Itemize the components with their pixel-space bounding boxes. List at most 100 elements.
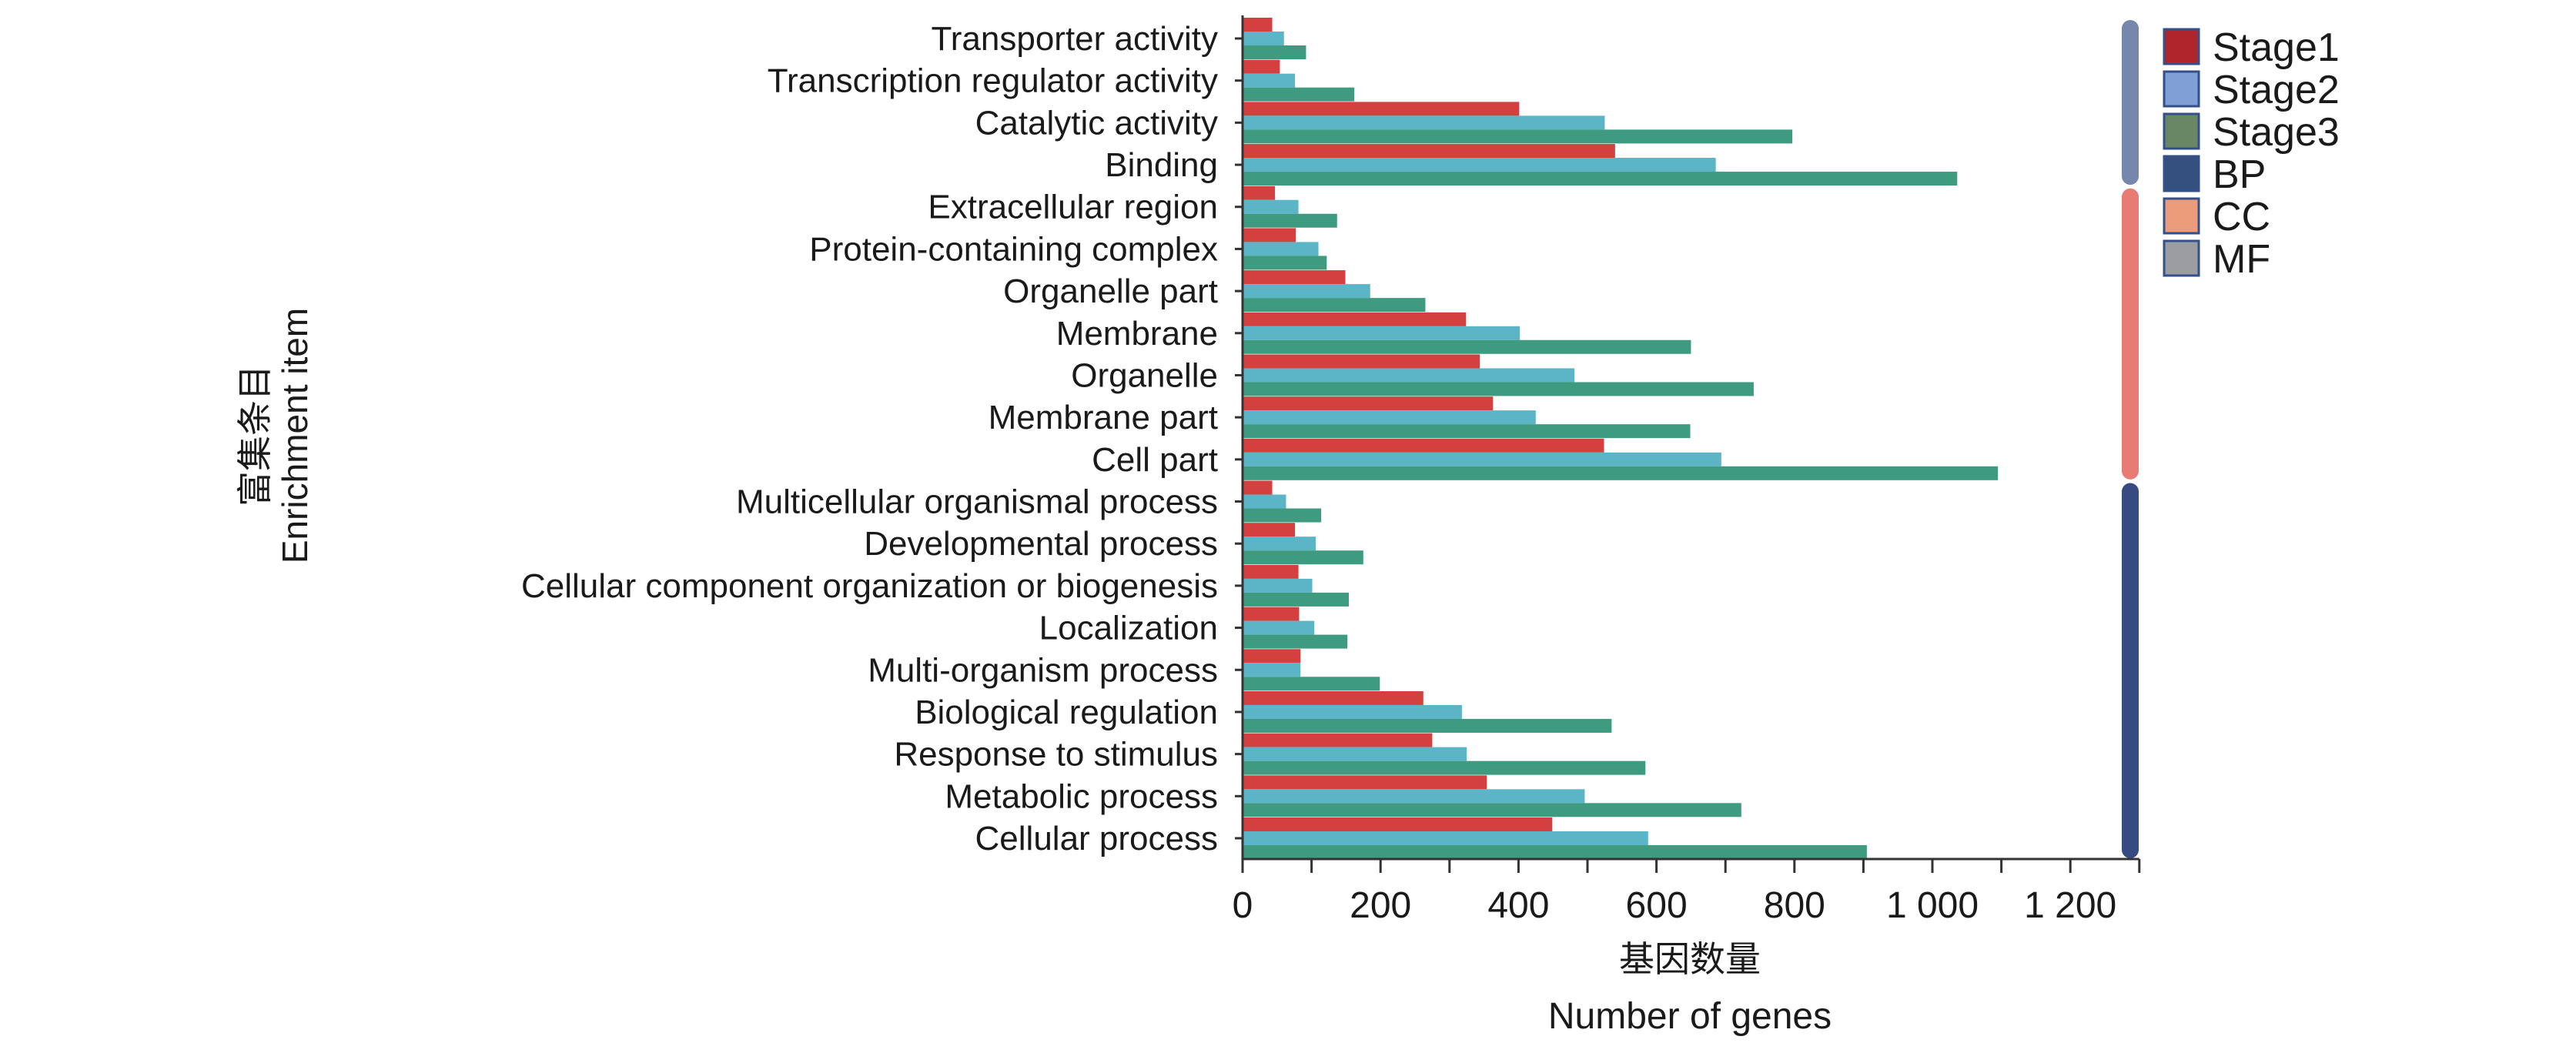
category-label: Cellular process (975, 820, 1218, 857)
bar-stage2-12 (1243, 537, 1316, 551)
bar-stage2-15 (1243, 663, 1301, 677)
category-label: Cellular component organization or bioge… (521, 567, 1218, 605)
category-label: Developmental process (864, 525, 1218, 563)
bar-stage3-17 (1243, 760, 1646, 775)
bar-stage1-10 (1243, 438, 1604, 453)
category-label: Transcription regulator activity (768, 62, 1218, 100)
category-label: Metabolic process (945, 777, 1218, 815)
bar-stage3-5 (1243, 256, 1327, 270)
bar-stage1-0 (1243, 18, 1273, 32)
bar-stage2-8 (1243, 368, 1574, 383)
y-axis-title-en: Enrichment item (275, 308, 315, 563)
bar-stage3-19 (1243, 845, 1867, 859)
bar-stage1-11 (1243, 480, 1273, 495)
bars-layer (1243, 18, 1999, 859)
bar-stage3-16 (1243, 718, 1612, 733)
bar-stage1-17 (1243, 733, 1433, 747)
bar-stage2-10 (1243, 452, 1721, 466)
bar-stage2-16 (1243, 704, 1462, 719)
bar-stage2-2 (1243, 115, 1605, 130)
legend-swatch-bp (2163, 155, 2200, 192)
bar-stage2-3 (1243, 158, 1716, 172)
legend-label: Stage2 (2213, 68, 2340, 112)
group-bar-mf (2122, 20, 2139, 186)
x-axis-title-en: Number of genes (1548, 996, 1832, 1037)
group-bar-bp (2122, 483, 2139, 858)
bar-stage2-5 (1243, 242, 1319, 256)
category-label: Binding (1105, 146, 1218, 184)
bar-stage1-4 (1243, 186, 1276, 200)
bar-stage3-9 (1243, 424, 1691, 439)
bar-stage3-3 (1243, 172, 1958, 186)
bar-stage2-18 (1243, 789, 1585, 804)
legend-label: Stage1 (2213, 25, 2340, 70)
bar-stage2-6 (1243, 284, 1370, 299)
bar-stage2-0 (1243, 32, 1284, 45)
bar-stage2-14 (1243, 620, 1315, 635)
bar-stage3-2 (1243, 129, 1793, 144)
category-label: Transporter activity (932, 20, 1218, 58)
bar-stage2-11 (1243, 494, 1286, 509)
category-label: Multi-organism process (868, 651, 1218, 689)
bar-stage3-11 (1243, 508, 1322, 523)
category-label: Organelle (1071, 356, 1218, 394)
bar-stage1-8 (1243, 354, 1480, 369)
group-bar-cc (2122, 188, 2139, 480)
bar-stage1-2 (1243, 102, 1520, 116)
bar-stage1-7 (1243, 312, 1467, 326)
x-tick-label: 0 (1233, 885, 1253, 926)
bar-stage3-7 (1243, 339, 1691, 354)
bar-stage1-9 (1243, 396, 1494, 411)
y-axis-title-cn: 富集条目 (234, 365, 276, 506)
bar-stage2-19 (1243, 831, 1648, 845)
x-tick-label: 400 (1487, 885, 1549, 926)
bar-stage3-6 (1243, 298, 1426, 313)
category-labels: Transporter activity Transcription regula… (521, 20, 1218, 857)
legend-label: CC (2213, 195, 2270, 239)
bar-stage3-18 (1243, 803, 1741, 817)
legend-label: BP (2213, 152, 2266, 197)
bar-stage1-19 (1243, 817, 1553, 831)
bar-stage3-10 (1243, 466, 1999, 480)
bar-stage1-1 (1243, 59, 1280, 74)
group-bars (2122, 20, 2139, 858)
category-label: Response to stimulus (894, 736, 1218, 774)
category-label: Membrane (1056, 315, 1218, 353)
category-label: Organelle part (1003, 272, 1218, 310)
category-label: Catalytic activity (975, 104, 1218, 142)
bar-stage2-1 (1243, 73, 1296, 88)
x-tick-label: 600 (1626, 885, 1688, 926)
bar-stage2-17 (1243, 747, 1467, 761)
legend-label: MF (2213, 237, 2270, 282)
bar-stage1-13 (1243, 564, 1299, 579)
bar-stage1-6 (1243, 270, 1346, 285)
bar-stage3-15 (1243, 677, 1380, 691)
bar-stage2-4 (1243, 199, 1299, 214)
bar-stage3-1 (1243, 87, 1355, 102)
bar-stage3-8 (1243, 382, 1754, 396)
bar-stage2-13 (1243, 578, 1313, 593)
category-label: Multicellular organismal process (736, 483, 1218, 521)
legend-swatch-stage2 (2163, 70, 2200, 108)
category-label: Membrane part (989, 399, 1218, 436)
legend-swatch-cc (2163, 197, 2200, 235)
legend-label: Stage3 (2213, 110, 2340, 155)
legend-swatch-stage3 (2163, 112, 2200, 150)
legend-swatch-stage1 (2163, 28, 2200, 65)
legend-swatch-mf (2163, 239, 2200, 277)
bar-stage1-5 (1243, 228, 1296, 242)
bar-stage3-12 (1243, 550, 1363, 565)
x-tick-label: 1 000 (1886, 885, 1979, 926)
category-label: Protein-containing complex (809, 230, 1218, 268)
category-label: Cell part (1092, 441, 1218, 479)
bar-stage3-14 (1243, 634, 1348, 649)
bar-stage1-16 (1243, 690, 1423, 705)
x-tick-label: 800 (1764, 885, 1825, 926)
category-label: Biological regulation (915, 694, 1218, 731)
bar-stage1-14 (1243, 607, 1300, 621)
bar-stage1-12 (1243, 523, 1296, 537)
bar-stage3-0 (1243, 45, 1306, 59)
axes: 0 200 400 600 800 1 000 1 200 (1233, 15, 2141, 926)
